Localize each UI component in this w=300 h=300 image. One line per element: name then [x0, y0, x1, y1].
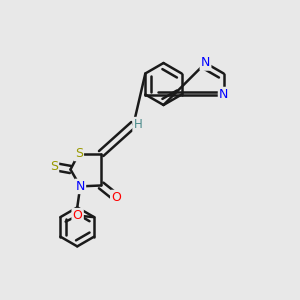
Text: O: O — [73, 209, 82, 222]
Text: S: S — [50, 160, 58, 173]
Text: N: N — [201, 56, 210, 70]
Text: N: N — [76, 180, 85, 193]
Text: O: O — [111, 191, 121, 204]
Text: S: S — [75, 147, 83, 160]
Text: H: H — [134, 118, 142, 131]
Text: N: N — [219, 88, 228, 101]
